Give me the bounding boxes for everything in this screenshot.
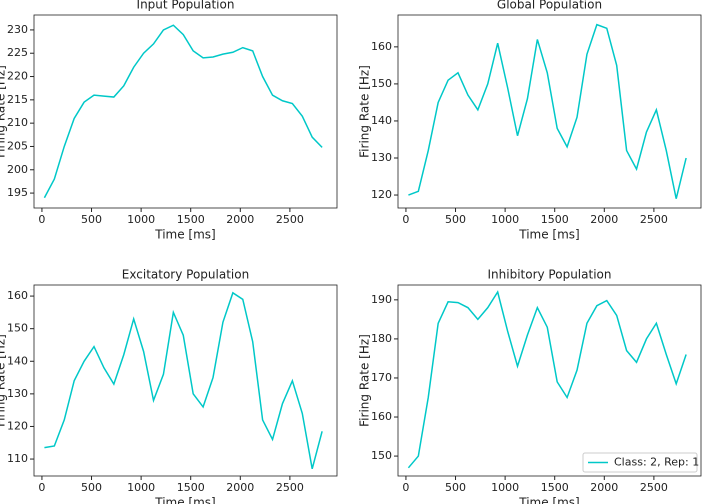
x-axis-label: Time [ms] [518, 228, 580, 242]
x-tick-label: 2500 [640, 213, 668, 226]
y-tick-label: 110 [7, 452, 28, 465]
x-tick-label: 2000 [590, 213, 618, 226]
y-tick-label: 130 [371, 151, 392, 164]
y-axis-label: Firing Rate [Hz] [0, 334, 8, 427]
legend-box [582, 452, 698, 473]
x-tick-label: 0 [402, 213, 409, 226]
x-tick-label: 2000 [590, 481, 618, 494]
x-axis-label: Time [ms] [154, 228, 216, 242]
subplot-title: Global Population [497, 0, 602, 12]
y-tick-label: 170 [371, 371, 392, 384]
y-axis-label: Firing Rate [Hz] [358, 334, 372, 427]
x-tick-label: 0 [38, 481, 45, 494]
y-tick-label: 150 [7, 322, 28, 335]
plot-frame [397, 14, 702, 209]
y-tick-label: 150 [371, 77, 392, 90]
data-line [408, 23, 687, 199]
x-tick-label: 1500 [541, 481, 569, 494]
subplot-title: Excitatory Population [122, 268, 249, 282]
y-axis-label: Firing Rate [Hz] [0, 65, 8, 158]
x-tick-label: 2500 [276, 213, 304, 226]
y-tick-label: 225 [7, 46, 28, 59]
y-tick-label: 140 [7, 354, 28, 367]
y-tick-label: 190 [371, 293, 392, 306]
y-tick-label: 120 [371, 188, 392, 201]
data-line [44, 291, 323, 470]
y-tick-label: 205 [7, 139, 28, 152]
x-tick-label: 500 [81, 481, 102, 494]
y-tick-label: 150 [371, 449, 392, 462]
y-tick-label: 160 [7, 289, 28, 302]
y-tick-label: 210 [7, 116, 28, 129]
data-line [43, 24, 323, 199]
x-tick-label: 2500 [276, 481, 304, 494]
x-tick-label: 1500 [541, 213, 569, 226]
y-tick-label: 215 [7, 93, 28, 106]
y-tick-label: 130 [7, 387, 28, 400]
plot-frame [33, 284, 338, 477]
y-tick-label: 195 [7, 186, 28, 199]
y-tick-label: 120 [7, 419, 28, 432]
x-axis-label: Time [ms] [154, 496, 216, 504]
x-tick-label: 1500 [177, 481, 205, 494]
x-tick-label: 500 [81, 213, 102, 226]
x-tick-label: 500 [445, 213, 466, 226]
y-tick-label: 220 [7, 70, 28, 83]
x-tick-label: 1500 [177, 213, 205, 226]
y-tick-label: 200 [7, 163, 28, 176]
x-tick-label: 0 [38, 213, 45, 226]
plot-frame [33, 14, 338, 209]
x-tick-label: 0 [402, 481, 409, 494]
x-tick-label: 500 [445, 481, 466, 494]
y-tick-label: 140 [371, 114, 392, 127]
y-tick-label: 160 [371, 40, 392, 53]
x-tick-label: 1000 [127, 213, 155, 226]
x-axis-label: Time [ms] [518, 496, 580, 504]
x-tick-label: 1000 [127, 481, 155, 494]
subplot-title: Input Population [137, 0, 235, 12]
x-tick-label: 2500 [640, 481, 668, 494]
y-axis-label: Firing Rate [Hz] [358, 65, 372, 158]
x-tick-label: 2000 [226, 481, 254, 494]
subplot-title: Inhibitory Population [488, 268, 612, 282]
y-tick-label: 160 [371, 410, 392, 423]
y-tick-label: 180 [371, 332, 392, 345]
plot-frame [397, 284, 702, 477]
y-tick-label: 230 [7, 23, 28, 36]
legend-label: Class: 2, Rep: 1 [614, 456, 699, 469]
x-tick-label: 1000 [491, 213, 519, 226]
data-line [407, 290, 687, 469]
x-tick-label: 1000 [491, 481, 519, 494]
x-tick-label: 2000 [226, 213, 254, 226]
